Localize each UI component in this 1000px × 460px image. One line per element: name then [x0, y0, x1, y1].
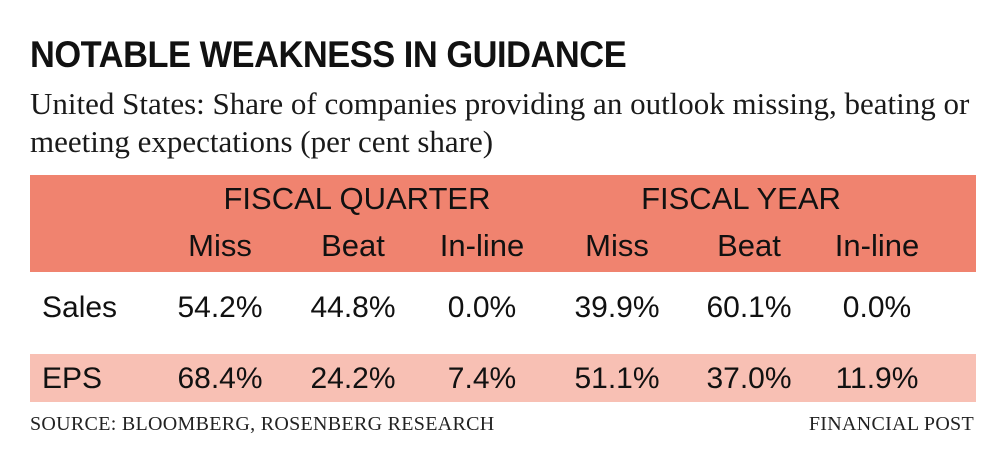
table-cell: 7.4%: [447, 362, 517, 395]
header-band: [30, 175, 976, 272]
col-head-quarter-beat: Beat: [321, 228, 385, 263]
table-cell: 39.9%: [574, 291, 660, 324]
eps-row-band: [30, 354, 976, 402]
table-cell: 44.8%: [310, 291, 396, 324]
table-cell: 11.9%: [835, 362, 919, 395]
source-note: SOURCE: BLOOMBERG, ROSENBERG RESEARCH: [30, 413, 495, 435]
table-cell: 60.1%: [706, 291, 792, 324]
table-cell: 0.0%: [447, 291, 517, 324]
col-head-year-beat: Beat: [717, 228, 781, 263]
col-head-quarter-inline: In-line: [439, 228, 525, 263]
table-cell: 37.0%: [706, 362, 792, 395]
col-head-year-miss: Miss: [585, 228, 649, 263]
table-cell: 51.1%: [574, 362, 660, 395]
col-head-year-inline: In-line: [834, 228, 920, 263]
publisher-credit: FINANCIAL POST: [808, 413, 974, 435]
chart-subtitle: United States: Share of companies provid…: [30, 86, 970, 159]
group-title-fiscal-quarter: FISCAL QUARTER: [223, 181, 491, 216]
col-head-quarter-miss: Miss: [188, 228, 252, 263]
table-cell: 0.0%: [842, 291, 912, 324]
table-cell: 24.2%: [310, 362, 396, 395]
row-label-sales: Sales: [42, 291, 118, 324]
table-cell: 68.4%: [177, 362, 263, 395]
chart-title: NOTABLE WEAKNESS IN GUIDANCE: [30, 34, 627, 75]
table-cell: 54.2%: [177, 291, 263, 324]
group-title-fiscal-year: FISCAL YEAR: [641, 181, 841, 216]
row-label-eps: EPS: [42, 362, 103, 395]
